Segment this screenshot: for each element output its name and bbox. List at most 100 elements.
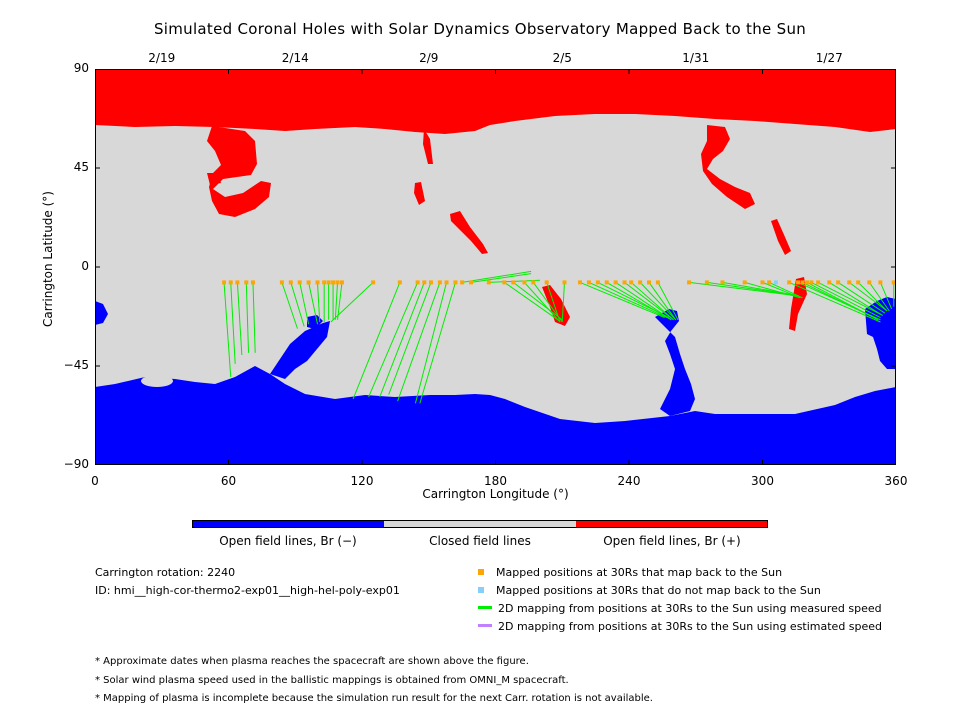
colorbar-label-open-pos: Open field lines, Br (+): [603, 534, 741, 548]
mapping-line: [352, 282, 401, 400]
mapped-point: [647, 280, 652, 285]
blue-extension-lon255: [655, 309, 695, 416]
mapping-line: [606, 281, 672, 321]
mapped-point: [306, 280, 311, 285]
mapped-point: [453, 280, 458, 285]
x-tick-label: 0: [91, 474, 99, 488]
mapped-point: [638, 280, 643, 285]
closed-island-a: [631, 374, 655, 388]
top-date-label: 2/19: [148, 51, 176, 65]
closed-island-b: [141, 375, 173, 387]
mapped-point: [809, 280, 814, 285]
x-tick-label: 120: [350, 474, 374, 488]
red-extension-a: [207, 126, 271, 217]
note-dates: * Approximate dates when plasma reaches …: [95, 656, 529, 667]
mapped-point: [595, 280, 600, 285]
mapped-point: [720, 280, 725, 285]
mapped-point: [531, 280, 536, 285]
y-tick-label: 0: [81, 259, 89, 273]
mapping-line: [689, 281, 796, 297]
mapping-line: [470, 273, 532, 283]
mapped-point: [847, 280, 852, 285]
legend-mapped: Mapped positions at 30Rs that map back t…: [478, 566, 782, 579]
mapping-line: [817, 281, 883, 316]
mapping-line: [397, 282, 441, 402]
mapping-line: [857, 282, 888, 312]
mapping-line: [588, 281, 668, 319]
mapped-point: [502, 280, 507, 285]
mapping-line: [414, 282, 448, 404]
mapping-line: [462, 270, 532, 283]
mapped-point: [415, 280, 420, 285]
mapping-line: [615, 281, 672, 321]
top-date-label: 1/27: [815, 51, 843, 65]
mapped-point: [704, 280, 709, 285]
mapping-line: [290, 282, 305, 327]
mapping-line: [762, 281, 801, 299]
mapped-point: [604, 280, 609, 285]
mapped-point: [836, 280, 841, 285]
legend-measured: 2D mapping from positions at 30Rs to the…: [478, 602, 882, 615]
mapped-point: [228, 280, 233, 285]
legend-estimated-swatch: [478, 624, 492, 627]
legend-unmapped: Mapped positions at 30Rs that do not map…: [478, 584, 821, 597]
mapped-point: [544, 280, 549, 285]
mapping-line: [744, 281, 801, 299]
mapped-point: [397, 280, 402, 285]
mapping-line: [648, 282, 677, 321]
red-extension-b: [450, 211, 488, 254]
colorbar-closed: [384, 521, 576, 527]
blue-extension-lon0: [95, 301, 108, 325]
mapped-point: [250, 280, 255, 285]
top-date-label: 2/5: [552, 51, 572, 65]
mapped-point: [891, 280, 896, 285]
mapped-point: [827, 280, 832, 285]
note-speed: * Solar wind plasma speed used in the ba…: [95, 675, 569, 686]
legend-estimated-label: 2D mapping from positions at 30Rs to the…: [498, 620, 883, 633]
x-tick-label: 60: [220, 474, 237, 488]
legend-unmapped-label: Mapped positions at 30Rs that do not map…: [496, 584, 821, 597]
mapping-line: [330, 282, 374, 323]
mapped-point: [335, 280, 340, 285]
y-tick-label: −90: [63, 457, 89, 471]
mapping-line: [368, 282, 419, 397]
mapping-line: [837, 281, 886, 314]
mapping-line: [828, 281, 883, 316]
x-tick-label: 360: [884, 474, 908, 488]
mapped-point: [322, 280, 327, 285]
mapped-point: [339, 280, 344, 285]
mapped-point: [486, 280, 491, 285]
mapped-point: [867, 280, 872, 285]
red-extension-b3: [423, 129, 433, 164]
carrington-rotation: Carrington rotation: 2240: [95, 566, 236, 579]
blue-extension-lon95: [270, 321, 330, 379]
mapped-point: [787, 280, 792, 285]
blue-extension-lon345: [865, 297, 896, 369]
mapped-point: [428, 280, 433, 285]
mapped-point: [235, 280, 240, 285]
mapping-line: [379, 282, 425, 397]
red-blob-a2: [207, 173, 221, 185]
mapping-line: [848, 282, 888, 312]
colorbar-label-open-neg: Open field lines, Br (−): [219, 534, 357, 548]
mapped-point: [331, 280, 336, 285]
mapping-line: [524, 282, 561, 323]
y-axis-label: Carrington Latitude (°): [41, 191, 55, 327]
mapped-point: [796, 280, 801, 285]
mapped-point: [800, 280, 805, 285]
mapping-line: [561, 282, 565, 323]
mapping-line: [806, 281, 879, 321]
mapped-point: [742, 280, 747, 285]
x-tick-label: 180: [484, 474, 507, 488]
legend-estimated: 2D mapping from positions at 30Rs to the…: [478, 620, 882, 633]
mapped-point: [687, 280, 692, 285]
mapped-point: [586, 280, 591, 285]
note-incomplete: * Mapping of plasma is incomplete becaus…: [95, 693, 653, 704]
mapping-line: [281, 282, 298, 329]
mapped-point: [622, 280, 627, 285]
mapping-line: [223, 282, 232, 378]
legend-mapped-swatch: [478, 569, 484, 575]
mapping-line: [252, 282, 256, 353]
mapped-point: [613, 280, 618, 285]
mapping-line: [230, 282, 236, 364]
